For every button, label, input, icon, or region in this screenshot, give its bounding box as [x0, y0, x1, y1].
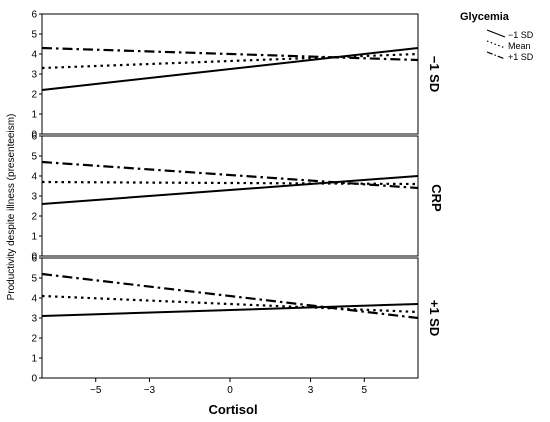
y-tick-label: 3: [31, 70, 37, 81]
facet-title: CRP: [429, 184, 444, 212]
y-tick-label: 3: [31, 314, 37, 325]
y-tick-label: 5: [31, 152, 37, 163]
x-tick-label: 5: [362, 385, 368, 396]
y-tick-label: 1: [31, 110, 37, 121]
panel-label: −1 SD: [427, 56, 442, 93]
x-axis: −5 −3 0 3 5: [90, 378, 368, 396]
series-line-dotted: [41, 52, 419, 70]
x-tick-label: −5: [90, 385, 102, 396]
panel-3: 0 1 2 3 4 5 6 +1 SD: [31, 254, 442, 385]
panel-frame: [41, 257, 419, 379]
x-tick-label: −3: [144, 385, 156, 396]
panel-frame: [41, 13, 419, 135]
legend-label: +1 SD: [508, 52, 534, 62]
series-line-solid: [41, 47, 419, 91]
y-tick-label: 0: [31, 130, 37, 141]
y-tick-label: 5: [31, 30, 37, 41]
y-tick-label: 6: [31, 10, 37, 21]
y-tick-label: 0: [31, 374, 37, 385]
panel-frame: [41, 135, 419, 257]
legend-label: −1 SD: [508, 30, 534, 40]
legend-label: Mean: [508, 41, 531, 51]
panel-label: +1 SD: [427, 300, 442, 337]
series-line-dotted: [41, 294, 419, 314]
series-line-solid: [41, 303, 419, 317]
legend-swatch-dashdot: [486, 51, 506, 60]
series-line-dashdot: [41, 160, 419, 190]
y-tick-label: 4: [31, 172, 37, 183]
series-line-solid: [41, 175, 419, 205]
legend-swatch-dotted: [486, 40, 506, 49]
y-tick-label: 3: [31, 192, 37, 203]
y-axis-label: Productivity despite illness (presenteei…: [6, 114, 17, 301]
y-tick-label: 0: [31, 252, 37, 263]
x-axis-label: Cortisol: [208, 402, 257, 417]
legend-title: Glycemia: [460, 11, 510, 23]
y-tick-label: 4: [31, 294, 37, 305]
y-tick-label: 2: [31, 90, 37, 101]
y-tick-label: 4: [31, 50, 37, 61]
x-tick-label: 3: [308, 385, 314, 396]
series-line-dashdot: [41, 272, 419, 320]
y-tick-label: 6: [31, 132, 37, 143]
panel-2: 0 1 2 3 4 5 6: [31, 132, 419, 263]
panel-1: 0 1 2 3 4 5 6 −1 SD: [31, 10, 442, 141]
y-tick-label: 1: [31, 354, 37, 365]
y-tick-label: 5: [31, 274, 37, 285]
x-tick-label: 0: [227, 385, 233, 396]
y-tick-label: 2: [31, 212, 37, 223]
legend-swatch-solid: [486, 29, 506, 38]
y-tick-label: 6: [31, 254, 37, 265]
y-tick-label: 2: [31, 334, 37, 345]
y-tick-label: 1: [31, 232, 37, 243]
series-line-dashdot: [41, 46, 419, 62]
